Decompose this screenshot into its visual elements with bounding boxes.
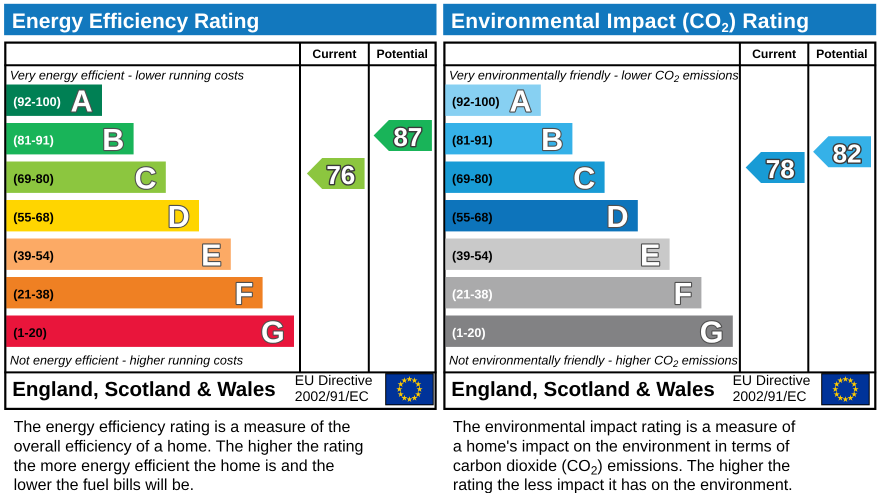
svg-text:England, Scotland & Wales: England, Scotland & Wales [451, 378, 715, 401]
svg-text:D: D [606, 200, 628, 234]
svg-text:England, Scotland & Wales: England, Scotland & Wales [12, 378, 276, 401]
svg-text:Potential: Potential [816, 47, 867, 61]
svg-text:overall efficiency of a home.: overall efficiency of a home. The higher… [14, 438, 364, 455]
svg-text:78: 78 [766, 154, 795, 184]
svg-text:(21-38): (21-38) [452, 287, 493, 301]
svg-text:Not environmentally friendly -: Not environmentally friendly - higher CO… [449, 353, 738, 370]
svg-text:EU Directive: EU Directive [733, 372, 811, 388]
svg-text:(81-91): (81-91) [13, 133, 54, 147]
svg-text:(69-80): (69-80) [452, 172, 493, 186]
svg-text:F: F [235, 277, 254, 311]
svg-text:B: B [102, 123, 124, 157]
svg-text:Very environmentally friendly: Very environmentally friendly - lower CO… [449, 69, 739, 86]
svg-text:Very energy efficient - lower: Very energy efficient - lower running co… [10, 69, 245, 83]
svg-text:G: G [700, 316, 724, 350]
svg-text:F: F [673, 277, 692, 311]
svg-text:Current: Current [752, 47, 796, 61]
svg-text:(69-80): (69-80) [13, 172, 54, 186]
svg-text:C: C [134, 162, 156, 196]
svg-text:lower the fuel bills will be.: lower the fuel bills will be. [14, 477, 195, 493]
svg-text:2002/91/EC: 2002/91/EC [295, 388, 369, 404]
svg-text:87: 87 [393, 122, 422, 152]
svg-text:(1-20): (1-20) [13, 326, 47, 340]
svg-text:(92-100): (92-100) [452, 95, 500, 109]
svg-text:Environmental Impact (CO2) Rat: Environmental Impact (CO2) Rating [451, 10, 809, 35]
svg-text:2002/91/EC: 2002/91/EC [733, 388, 807, 404]
svg-text:C: C [573, 162, 595, 196]
svg-text:The energy efficiency rating i: The energy efficiency rating is a measur… [14, 419, 351, 436]
svg-text:(55-68): (55-68) [13, 210, 54, 224]
svg-text:carbon dioxide (CO2) emissions: carbon dioxide (CO2) emissions. The high… [453, 458, 790, 478]
svg-text:E: E [201, 239, 221, 273]
svg-text:EU Directive: EU Directive [295, 372, 373, 388]
svg-text:(81-91): (81-91) [452, 133, 493, 147]
svg-text:76: 76 [326, 160, 355, 190]
svg-text:Energy Efficiency Rating: Energy Efficiency Rating [12, 10, 259, 33]
svg-text:E: E [640, 239, 660, 273]
svg-text:(1-20): (1-20) [452, 326, 486, 340]
svg-text:A: A [509, 85, 531, 119]
svg-text:(55-68): (55-68) [452, 210, 493, 224]
svg-text:Not energy efficient - higher: Not energy efficient - higher running co… [10, 353, 244, 367]
svg-text:(39-54): (39-54) [13, 249, 54, 263]
svg-text:the more energy efficient the: the more energy efficient the home is an… [14, 458, 335, 475]
svg-text:G: G [261, 316, 285, 350]
svg-text:(21-38): (21-38) [13, 287, 54, 301]
svg-text:rating the less impact it has: rating the less impact it has on the env… [453, 477, 793, 493]
svg-text:(39-54): (39-54) [452, 249, 493, 263]
svg-text:D: D [168, 200, 190, 234]
svg-text:Current: Current [312, 47, 356, 61]
svg-text:B: B [541, 123, 563, 157]
svg-text:82: 82 [833, 138, 862, 168]
svg-text:a home's impact on the environ: a home's impact on the environment in te… [453, 438, 790, 455]
svg-text:The environmental impact ratin: The environmental impact rating is a mea… [453, 419, 796, 436]
svg-text:A: A [71, 85, 93, 119]
svg-text:Potential: Potential [376, 47, 427, 61]
svg-text:(92-100): (92-100) [13, 95, 61, 109]
